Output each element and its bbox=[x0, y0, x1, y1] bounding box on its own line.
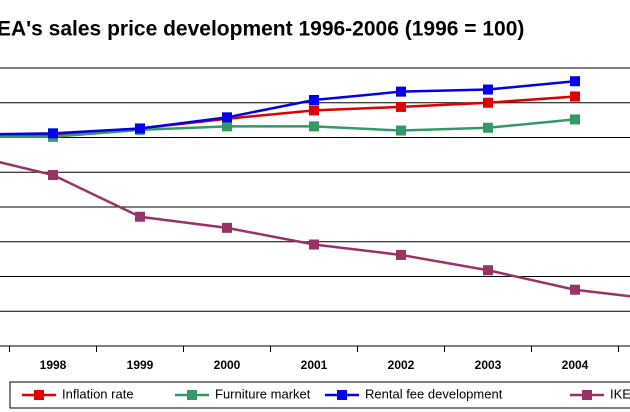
x-tick-label: 2004 bbox=[562, 358, 589, 372]
series-line bbox=[0, 79, 576, 136]
legend-box bbox=[9, 381, 630, 409]
x-tick-label: 2001 bbox=[301, 358, 328, 372]
point bbox=[570, 76, 580, 87]
point bbox=[396, 86, 406, 97]
point bbox=[222, 121, 232, 132]
point bbox=[48, 128, 58, 139]
point bbox=[222, 112, 232, 123]
series-line bbox=[0, 118, 576, 139]
point bbox=[309, 239, 319, 250]
x-tick-label: 1999 bbox=[127, 358, 154, 372]
point bbox=[570, 114, 580, 125]
point bbox=[222, 222, 232, 233]
x-tick-label: 2002 bbox=[388, 358, 415, 372]
legend-marker bbox=[187, 390, 197, 400]
point bbox=[135, 211, 145, 222]
point bbox=[396, 249, 406, 260]
legend-marker bbox=[337, 390, 347, 400]
point bbox=[309, 121, 319, 132]
point bbox=[309, 94, 319, 105]
point bbox=[396, 125, 406, 136]
legend-label: IKE bbox=[610, 386, 630, 401]
point bbox=[135, 123, 145, 134]
point bbox=[483, 122, 493, 133]
point bbox=[396, 101, 406, 112]
point bbox=[483, 265, 493, 276]
legend-label: Inflation rate bbox=[62, 386, 134, 401]
point bbox=[483, 97, 493, 108]
x-tick-label: 1998 bbox=[40, 358, 67, 372]
point bbox=[309, 105, 319, 116]
point bbox=[570, 91, 580, 102]
legend-label: Furniture market bbox=[215, 386, 311, 401]
legend-marker bbox=[34, 390, 44, 400]
chart-title: EA's sales price development 1996-2006 (… bbox=[0, 18, 524, 41]
x-tick-label: 2003 bbox=[475, 358, 502, 372]
point bbox=[48, 170, 58, 181]
legend-label: Rental fee development bbox=[365, 386, 503, 401]
series-line bbox=[0, 161, 630, 298]
x-tick-label: 2000 bbox=[214, 358, 241, 372]
legend-marker bbox=[582, 390, 592, 400]
point bbox=[483, 84, 493, 95]
point bbox=[570, 284, 580, 295]
